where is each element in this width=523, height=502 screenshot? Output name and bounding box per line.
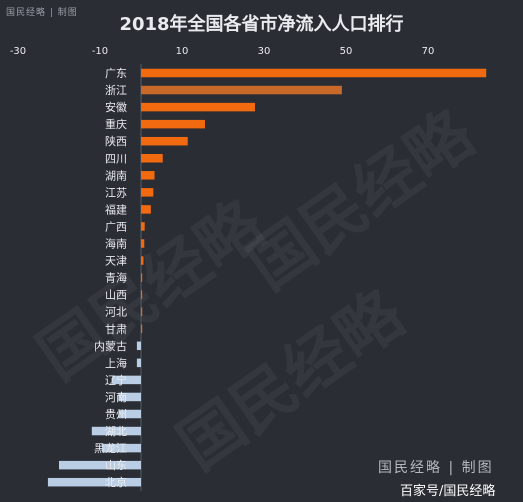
x-tick-label: 30 [258, 46, 271, 57]
category-label: 河北 [105, 306, 127, 319]
bar-内蒙古 [137, 342, 141, 351]
category-label: 河南 [105, 391, 127, 404]
bar-四川 [141, 154, 163, 163]
category-label: 湖北 [105, 425, 127, 438]
watermark-stamp: 国民经略 | 制图 [378, 457, 494, 477]
category-label: 湖南 [105, 169, 127, 182]
category-label: 广西 [105, 220, 127, 233]
bar-安徽 [141, 103, 255, 112]
category-label: 江苏 [105, 186, 127, 199]
category-label: 天津 [105, 255, 127, 268]
category-label: 黑龙江 [94, 442, 127, 455]
x-tick-label: 10 [176, 46, 189, 57]
x-tick-label: 50 [340, 46, 353, 57]
category-label: 内蒙古 [94, 339, 127, 353]
bar-浙江 [141, 86, 342, 95]
category-label: 青海 [105, 271, 127, 285]
category-label: 山东 [105, 459, 127, 472]
bar-河北 [141, 307, 142, 316]
bar-山西 [141, 290, 142, 299]
x-tick-label: 70 [422, 46, 435, 57]
bar-甘肃 [141, 325, 142, 334]
bar-广西 [141, 222, 145, 231]
category-label: 甘肃 [105, 323, 127, 336]
category-label: 福建 [105, 202, 127, 216]
bar-陕西 [141, 137, 188, 146]
bar-天津 [141, 256, 143, 265]
source-label: 百家号/国民经略 [400, 480, 495, 499]
category-label: 辽宁 [105, 373, 127, 387]
x-tick-label: -30 [10, 46, 26, 57]
bar-重庆 [141, 120, 205, 128]
category-label: 安徽 [105, 100, 127, 114]
category-label: 浙江 [105, 84, 127, 97]
bar-江苏 [141, 188, 153, 197]
bar-海南 [141, 239, 144, 248]
bar-北京 [48, 478, 141, 487]
category-label: 重庆 [105, 117, 127, 131]
x-tick-label: -10 [92, 46, 108, 57]
bar-上海 [137, 359, 141, 368]
category-label: 山西 [105, 289, 127, 302]
bar-广东 [141, 69, 486, 78]
category-label: 广东 [105, 67, 127, 80]
bar-青海 [141, 273, 142, 282]
category-label: 北京 [105, 475, 127, 489]
bar-福建 [141, 205, 151, 214]
category-label: 海南 [105, 237, 127, 251]
category-label: 贵州 [105, 408, 127, 421]
bar-湖南 [141, 171, 155, 180]
category-label: 陕西 [105, 134, 127, 148]
bar-山东 [59, 461, 141, 470]
category-label: 上海 [105, 356, 127, 370]
category-label: 四川 [105, 152, 127, 165]
